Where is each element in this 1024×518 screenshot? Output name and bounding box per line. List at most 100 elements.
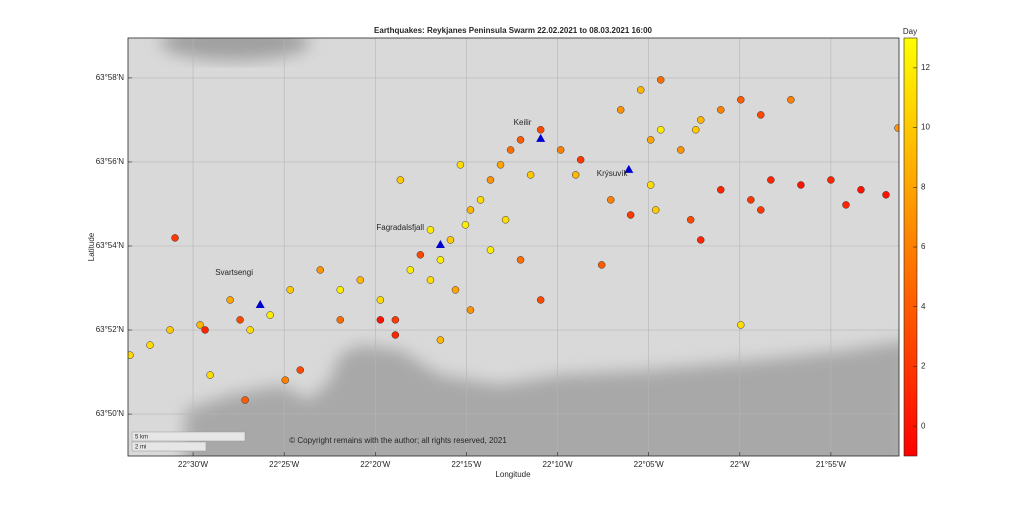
quake: [516, 256, 525, 264]
y-tick-label: 63°50'N: [96, 409, 125, 418]
colorbar-tick-label: 12: [921, 63, 930, 72]
quake: [646, 136, 655, 144]
quake: [446, 236, 455, 244]
quake: [894, 124, 899, 132]
quake: [391, 331, 400, 339]
quake: [128, 351, 134, 359]
x-tick-label: 22°25'W: [269, 460, 300, 469]
quake: [466, 206, 475, 214]
quake: [757, 111, 765, 119]
quake: [281, 376, 289, 384]
quake: [656, 126, 665, 134]
quake: [607, 196, 615, 204]
quake: [646, 181, 655, 189]
x-tick-label: 22°20'W: [360, 460, 391, 469]
x-tick-label: 22°15'W: [451, 460, 482, 469]
quake: [436, 336, 445, 344]
station-label: Keilir: [514, 118, 532, 127]
scale-label: 5 km: [135, 435, 148, 441]
scale-label: 2 mi: [135, 445, 146, 451]
quake: [597, 261, 606, 269]
quake: [526, 171, 535, 179]
station-label: Fagradalsfjall: [376, 223, 424, 232]
x-tick-label: 22°W: [730, 460, 750, 469]
quake: [236, 316, 244, 324]
quake: [737, 96, 745, 104]
station: [435, 239, 445, 248]
colorbar-label: Day: [903, 27, 917, 36]
quake: [501, 216, 510, 224]
y-tick-label: 63°58'N: [96, 73, 125, 82]
quake: [356, 276, 365, 284]
quake: [171, 234, 179, 242]
quake: [686, 216, 695, 224]
quake: [416, 251, 425, 259]
quake: [757, 206, 765, 214]
quake: [486, 176, 495, 184]
chart-title: Earthquakes: Reykjanes Peninsula Swarm 2…: [374, 26, 652, 35]
quake: [376, 296, 385, 304]
quake: [506, 146, 515, 154]
quake: [286, 286, 294, 294]
quake: [146, 341, 154, 349]
quake: [266, 311, 274, 319]
quake: [717, 186, 725, 194]
quake: [616, 106, 625, 114]
quake: [797, 181, 805, 189]
station: [536, 133, 546, 142]
points: [128, 76, 899, 404]
quake: [651, 206, 660, 214]
quake: [451, 286, 460, 294]
quake: [166, 326, 174, 334]
station: [255, 299, 265, 308]
quake: [196, 321, 204, 329]
quake: [406, 266, 415, 274]
colorbar-tick-label: 10: [921, 123, 930, 132]
station-label: Svartsengi: [215, 268, 253, 277]
x-tick-label: 21°55'W: [816, 460, 847, 469]
quake: [376, 316, 385, 324]
station: [624, 164, 634, 173]
quake: [461, 221, 470, 229]
dark-area: [160, 38, 310, 60]
quake: [241, 396, 249, 404]
quake: [246, 326, 254, 334]
quake: [336, 286, 344, 294]
quake: [436, 256, 445, 264]
copyright: © Copyright remains with the author; all…: [289, 436, 507, 445]
quake: [697, 116, 705, 124]
y-axis-label: Latitude: [87, 232, 96, 261]
quake: [842, 201, 850, 209]
quake: [226, 296, 234, 304]
plot-frame: [127, 37, 900, 457]
quake: [456, 161, 465, 169]
quake: [636, 86, 645, 94]
quake: [827, 176, 835, 184]
quake: [691, 126, 700, 134]
quake: [466, 306, 475, 314]
quake: [336, 316, 344, 324]
x-tick-label: 22°10'W: [543, 460, 574, 469]
terrain: [160, 38, 899, 456]
colorbar-tick-label: 2: [921, 362, 926, 371]
colorbar-tick-label: 8: [921, 182, 926, 191]
quake: [556, 146, 565, 154]
quake: [476, 196, 485, 204]
quake: [426, 226, 435, 234]
scale-bar-km: [131, 431, 246, 442]
quake: [206, 371, 214, 379]
quake: [697, 236, 705, 244]
grid: [128, 38, 899, 456]
quake: [316, 266, 324, 274]
y-tick-label: 63°54'N: [96, 241, 125, 250]
colorbar-tick-label: 4: [921, 302, 926, 311]
quake: [717, 106, 725, 114]
quake: [656, 76, 665, 84]
colorbar-tick-label: 0: [921, 421, 926, 430]
quake: [787, 96, 795, 104]
quake: [536, 126, 545, 134]
quake: [626, 211, 635, 219]
quake: [496, 161, 505, 169]
x-axis-label: Longitude: [495, 470, 531, 479]
